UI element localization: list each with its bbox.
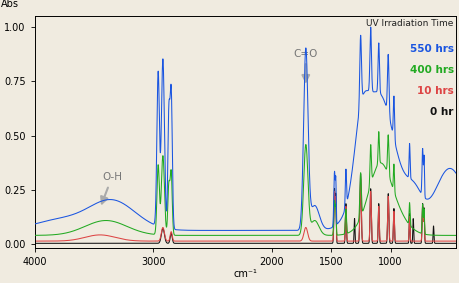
Text: 400 hrs: 400 hrs [409,65,453,75]
Text: UV Irradiation Time: UV Irradiation Time [365,18,453,27]
Y-axis label: Abs: Abs [0,0,18,9]
Text: 0 hr: 0 hr [430,107,453,117]
Text: 550 hrs: 550 hrs [409,44,453,54]
Text: 10 hrs: 10 hrs [416,86,453,96]
X-axis label: cm⁻¹: cm⁻¹ [233,269,257,279]
Text: O-H: O-H [101,172,122,203]
Text: C=O: C=O [293,48,317,82]
